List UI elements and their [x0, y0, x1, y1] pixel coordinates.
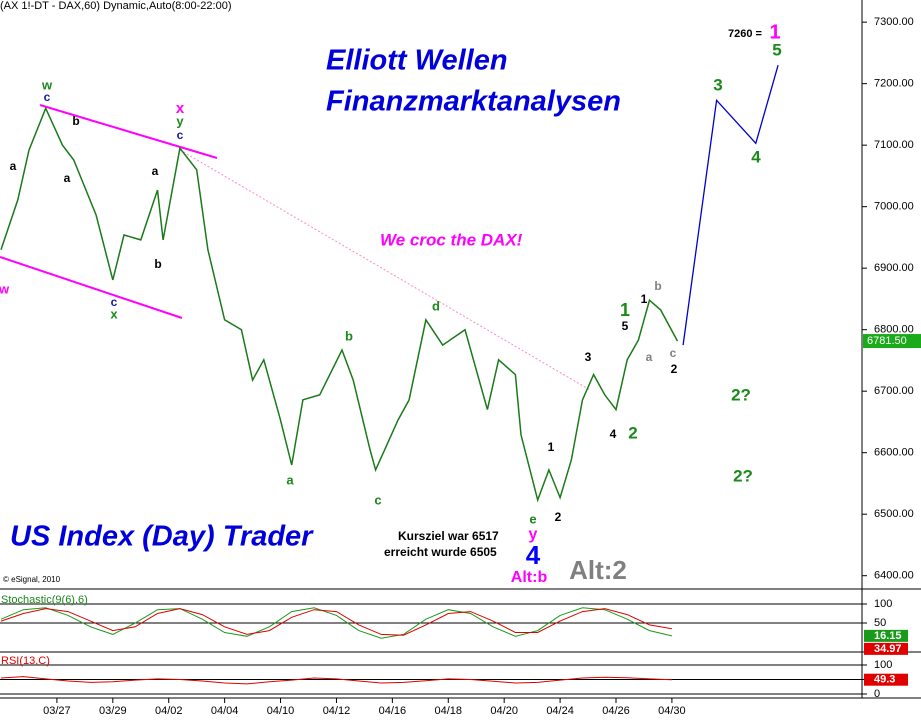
wave-label: 3 [713, 75, 722, 94]
wave-label: 5 [772, 40, 781, 59]
slogan: We croc the DAX! [380, 230, 523, 249]
wave-label: e [529, 511, 536, 526]
wave-label: 4 [610, 427, 617, 441]
y-tick-label: 7000.00 [874, 201, 914, 213]
wave-label: Alt:b [511, 569, 548, 586]
value-label: 49.3 [874, 674, 895, 686]
line-series [0, 676, 672, 685]
note: Kursziel war 6517 [398, 529, 499, 543]
y-tick-label: 6600.00 [874, 447, 914, 459]
wave-label: c [44, 90, 51, 104]
y-tick-label: 6500.00 [874, 508, 914, 520]
channel-line [0, 256, 183, 319]
wave-label: b [72, 114, 79, 128]
y-tick-label: 6800.00 [874, 324, 914, 336]
x-tick-label: 04/12 [323, 705, 351, 717]
wave-label: Alt:2 [569, 555, 627, 585]
wave-label: x [176, 100, 185, 117]
value-label: 16.15 [874, 630, 902, 642]
y-tick-label: 7200.00 [874, 78, 914, 90]
wave-label: 2? [733, 466, 753, 485]
heading: Finanzmarktanalysen [326, 86, 621, 118]
y-tick-label: 6700.00 [874, 385, 914, 397]
wave-label: 3 [585, 350, 592, 364]
y-tick-label: 50 [874, 617, 886, 629]
value-label: 34.97 [874, 643, 902, 655]
wave-label: a [152, 164, 159, 178]
wave-label: a [64, 171, 71, 185]
x-tick-label: 04/04 [211, 705, 239, 717]
x-tick-label: 04/24 [546, 705, 574, 717]
wave-label: 1 [548, 440, 555, 454]
value-box [864, 642, 908, 655]
x-tick-label: 04/30 [658, 705, 686, 717]
wave-label: b [654, 279, 661, 293]
heading: Elliott Wellen [326, 45, 508, 77]
line-series [682, 65, 779, 346]
line-series [0, 607, 673, 639]
copyright: © eSignal, 2010 [3, 575, 61, 584]
x-tick-label: 03/27 [43, 705, 71, 717]
x-tick-label: 04/18 [435, 705, 463, 717]
x-tick-label: 04/10 [267, 705, 295, 717]
last-price-label: 6781.50 [867, 335, 907, 347]
y-tick-label: 6900.00 [874, 262, 914, 274]
wave-label: 2 [555, 510, 562, 524]
wave-label: 7260 = [728, 28, 762, 40]
wave-label: 2? [731, 385, 751, 404]
brand: US Index (Day) Trader [10, 521, 314, 553]
channel-line [39, 104, 218, 159]
panel-title: Stochastic(9(6),6) [1, 594, 88, 606]
wave-label: c [177, 128, 184, 142]
x-tick-label: 04/02 [155, 705, 183, 717]
wave-label: 1 [620, 300, 630, 320]
wave-label: w [0, 281, 10, 296]
wave-label: 4 [526, 540, 541, 570]
wave-label: a [286, 472, 294, 487]
y-tick-label: 7300.00 [874, 16, 914, 28]
y-tick-label: 0 [874, 688, 880, 700]
chart-title: (AX 1!-DT - DAX,60) Dynamic,Auto(8:00-22… [0, 0, 232, 12]
wave-label: 2 [671, 362, 678, 376]
wave-label: b [154, 257, 161, 271]
wave-label: 4 [751, 147, 761, 166]
y-tick-label: 100 [874, 659, 892, 671]
wave-label: c [374, 492, 381, 507]
note: erreicht wurde 6505 [384, 545, 497, 559]
line-series [0, 608, 672, 636]
y-tick-label: 7100.00 [874, 139, 914, 151]
trend-line [179, 149, 591, 391]
wave-label: a [10, 159, 17, 173]
wave-label: 1 [769, 21, 780, 43]
wave-label: c [111, 295, 118, 309]
wave-label: y [529, 526, 538, 543]
wave-label: x [110, 306, 118, 321]
wave-label: d [432, 298, 440, 313]
wave-label: y [176, 113, 184, 128]
y-tick-label: 100 [874, 598, 892, 610]
x-tick-label: 04/16 [379, 705, 407, 717]
line-series [0, 106, 679, 503]
wave-label: c [670, 346, 677, 360]
wave-label: a [646, 350, 653, 364]
value-box [864, 629, 908, 642]
wave-label: b [345, 328, 353, 343]
last-price-box [863, 334, 921, 349]
x-tick-label: 04/26 [602, 705, 630, 717]
wave-label: 1 [641, 292, 648, 306]
x-tick-label: 03/29 [99, 705, 127, 717]
x-tick-label: 04/20 [490, 705, 518, 717]
y-tick-label: 6400.00 [874, 570, 914, 582]
wave-label: w [41, 77, 53, 92]
panel-title: RSI(13,C) [1, 655, 50, 667]
value-box [864, 673, 908, 686]
wave-label: 2 [628, 423, 637, 442]
wave-label: 5 [622, 319, 629, 333]
